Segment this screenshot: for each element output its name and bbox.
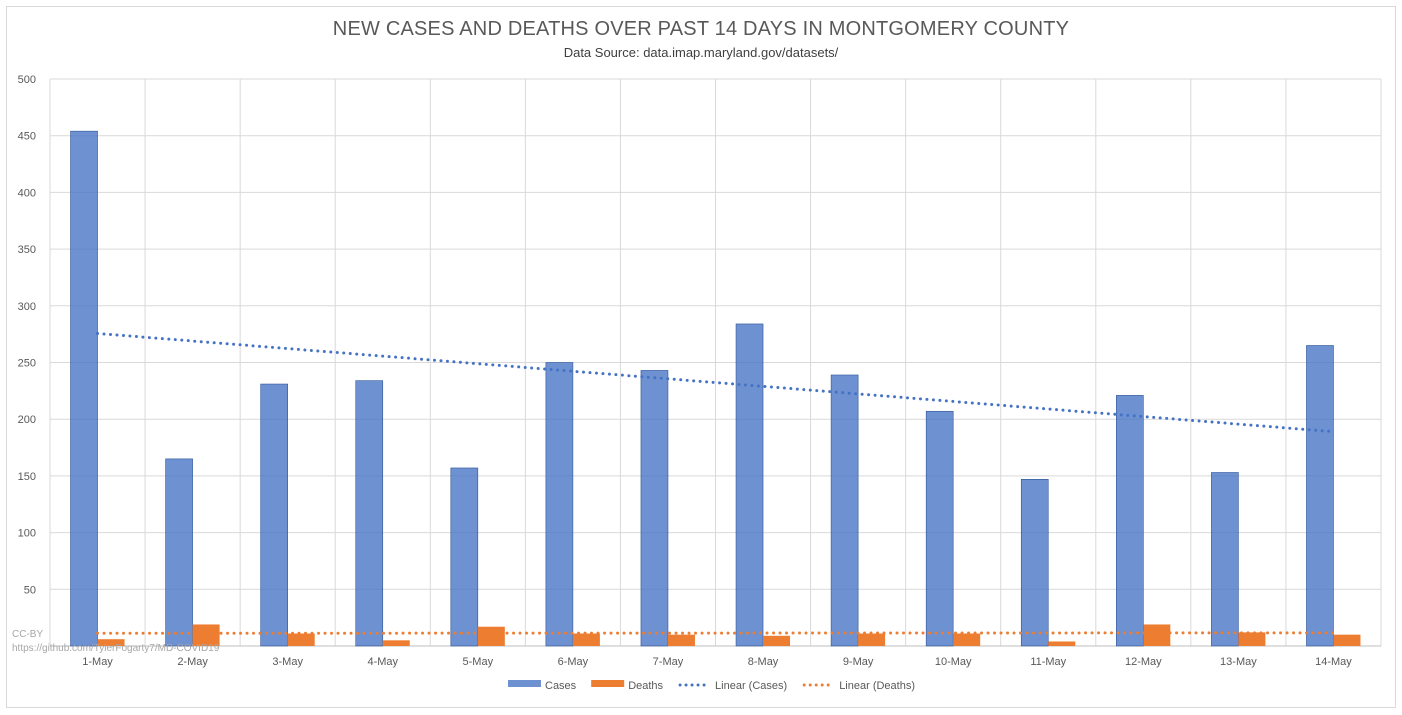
chart-title: NEW CASES AND DEATHS OVER PAST 14 DAYS I… xyxy=(332,18,1070,40)
bar-deaths-11-May xyxy=(1048,641,1076,646)
legend-label-cases: Cases xyxy=(545,680,577,692)
x-tick-label: 9-May xyxy=(843,656,874,668)
bar-cases-2-May xyxy=(165,458,193,647)
credit-text: CC-BY https://github.com/TylerFogarty7/MD… xyxy=(12,629,220,654)
x-tick-label: 4-May xyxy=(367,656,398,668)
y-tick-label: 150 xyxy=(18,471,36,483)
bar-cases-6-May xyxy=(545,362,574,647)
y-tick-label: 200 xyxy=(18,414,36,426)
chart-subtitle: Data Source: data.imap.maryland.gov/data… xyxy=(563,45,839,60)
bar-deaths-12-May xyxy=(1143,624,1171,646)
bar-cases-4-May xyxy=(355,380,384,647)
credit-url: https://github.com/TylerFogarty7/MD-COVI… xyxy=(12,643,220,654)
x-tick-label: 14-May xyxy=(1315,656,1352,668)
x-tick-label: 5-May xyxy=(463,656,494,668)
trendline-linear-cases- xyxy=(96,331,1335,434)
bar-deaths-4-May xyxy=(382,640,410,646)
bar-cases-12-May xyxy=(1116,395,1144,647)
legend-label-deaths: Deaths xyxy=(628,680,663,692)
x-tick-label: 12-May xyxy=(1125,656,1162,668)
bar-deaths-9-May xyxy=(858,633,886,646)
bar-cases-8-May xyxy=(735,323,764,647)
x-tick-label: 11-May xyxy=(1030,656,1066,668)
bar-deaths-14-May xyxy=(1333,634,1361,646)
bar-cases-5-May xyxy=(450,467,479,647)
bar-deaths-10-May xyxy=(953,633,981,646)
bar-cases-10-May xyxy=(925,410,954,647)
bar-cases-7-May xyxy=(640,370,669,647)
legend: Cases Deaths Linear (Cases) Linear (Deaths) xyxy=(508,680,915,692)
x-tick-label: 3-May xyxy=(272,656,303,668)
x-tick-label: 7-May xyxy=(653,656,684,668)
bar-deaths-5-May xyxy=(477,626,505,646)
y-axis: 50 100 150 200 250 300 350 400 450 500 xyxy=(18,74,36,596)
legend-swatch-cases xyxy=(508,680,541,687)
credit-license: CC-BY xyxy=(12,629,43,640)
x-tick-label: 8-May xyxy=(748,656,779,668)
x-tick-label: 13-May xyxy=(1220,656,1257,668)
bar-cases-9-May xyxy=(830,374,859,647)
bar-cases-3-May xyxy=(260,383,288,647)
bar-cases-14-May xyxy=(1306,345,1334,647)
bar-deaths-3-May xyxy=(287,633,315,646)
bar-cases-13-May xyxy=(1211,472,1239,647)
y-tick-label: 450 xyxy=(18,131,36,143)
y-tick-label: 350 xyxy=(18,244,36,256)
y-tick-label: 250 xyxy=(18,358,36,370)
legend-label-trend: Linear (Deaths) xyxy=(839,680,915,692)
bars xyxy=(70,130,1361,647)
x-tick-label: 10-May xyxy=(935,656,972,668)
chart-frame xyxy=(6,6,1396,708)
bar-deaths-1-May xyxy=(97,639,125,646)
x-tick-label: 1-May xyxy=(82,656,113,668)
bar-cases-11-May xyxy=(1020,479,1049,647)
x-axis: 1-May 2-May 3-May 4-May 5-May 6-May 7-May 8-May… xyxy=(82,656,1352,668)
trendlines xyxy=(96,331,1335,635)
y-tick-label: 400 xyxy=(18,187,36,199)
gridlines xyxy=(49,78,1382,647)
y-tick-label: 500 xyxy=(18,74,36,86)
bar-deaths-13-May xyxy=(1238,632,1266,646)
x-tick-label: 2-May xyxy=(177,656,208,668)
x-tick-label: 6-May xyxy=(558,656,589,668)
legend-swatch-deaths xyxy=(591,680,625,687)
y-tick-label: 300 xyxy=(18,301,36,313)
bar-deaths-2-May xyxy=(192,624,220,646)
bar-deaths-7-May xyxy=(667,634,695,646)
legend-label-trend: Linear (Cases) xyxy=(715,680,787,692)
bar-deaths-8-May xyxy=(763,635,791,646)
y-tick-label: 100 xyxy=(18,528,36,540)
bar-deaths-6-May xyxy=(572,633,600,646)
bar-cases-1-May xyxy=(70,130,98,647)
y-tick-label: 50 xyxy=(24,584,36,596)
